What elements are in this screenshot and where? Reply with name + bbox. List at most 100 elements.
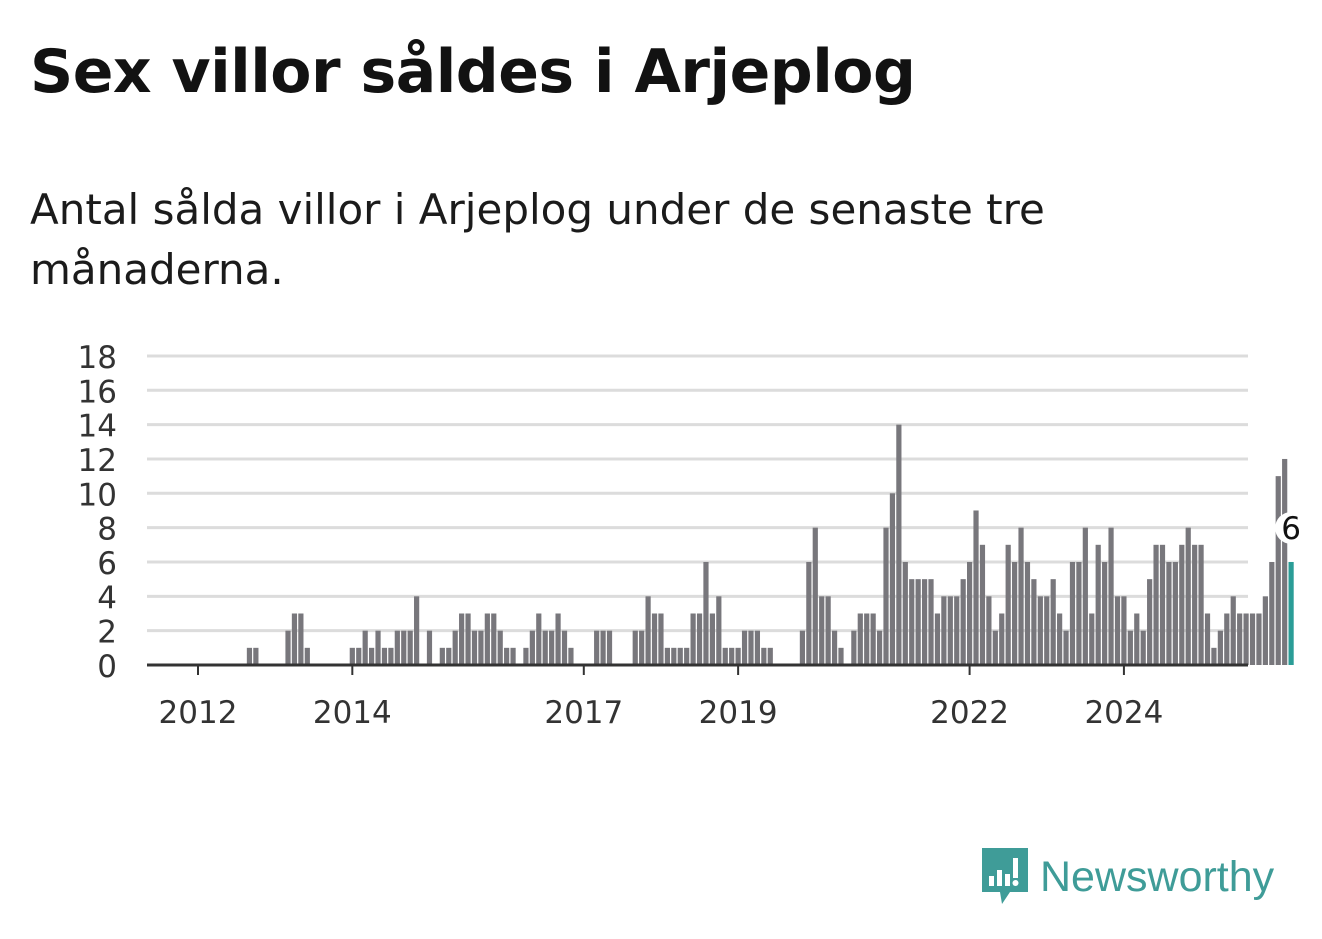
bar	[452, 630, 458, 665]
bar	[1057, 613, 1063, 665]
bar	[555, 613, 561, 665]
bar	[1217, 630, 1223, 665]
bar	[651, 613, 658, 665]
bar	[1102, 561, 1108, 665]
bar	[1024, 561, 1031, 665]
bar	[1089, 613, 1095, 665]
bar	[696, 613, 703, 665]
bar	[375, 630, 381, 665]
bar	[934, 613, 941, 665]
bar	[1050, 579, 1056, 665]
bar	[1108, 527, 1114, 665]
newsworthy-logo-icon	[982, 848, 1028, 904]
bar	[1237, 613, 1243, 665]
bar	[1249, 613, 1256, 665]
bar	[568, 647, 574, 665]
bar	[1269, 561, 1275, 665]
bar	[394, 630, 400, 665]
bar	[716, 596, 722, 665]
bar	[1018, 527, 1024, 665]
bar	[1282, 458, 1288, 665]
bar	[1005, 544, 1011, 665]
bar	[381, 647, 388, 665]
bar	[1121, 596, 1127, 665]
y-tick-label: 2	[97, 615, 117, 651]
bar	[876, 630, 883, 665]
bar	[986, 596, 992, 665]
bar	[1127, 630, 1133, 665]
bar	[703, 561, 709, 665]
bar	[992, 630, 998, 665]
bar	[889, 493, 896, 665]
bar	[459, 613, 465, 665]
bar	[471, 630, 478, 665]
bar	[658, 613, 664, 665]
x-axis-labels: 2012 2014 2017 2019 2022 2024	[159, 665, 1163, 731]
bar	[999, 613, 1005, 665]
y-tick-label: 0	[97, 649, 117, 685]
bar	[967, 561, 973, 665]
bar	[1114, 596, 1121, 665]
bar	[1166, 561, 1172, 665]
bar	[1044, 596, 1050, 665]
bar	[806, 561, 812, 665]
bar	[748, 630, 754, 665]
bar	[722, 647, 728, 665]
bar	[709, 613, 715, 665]
bar	[1140, 630, 1146, 665]
bar	[298, 613, 304, 665]
bar	[1192, 544, 1198, 665]
bar	[1204, 613, 1211, 665]
bar	[439, 647, 445, 665]
bar	[632, 630, 638, 665]
y-tick-label: 14	[78, 409, 117, 445]
bar	[754, 630, 761, 665]
bar	[729, 647, 735, 665]
bar	[491, 613, 497, 665]
bar	[600, 630, 606, 665]
bar	[1262, 596, 1268, 665]
bar	[1224, 613, 1230, 665]
y-tick-label: 8	[97, 512, 117, 548]
bar	[684, 647, 690, 665]
bar	[246, 647, 253, 665]
bar	[735, 647, 741, 665]
bar	[1230, 596, 1236, 665]
x-tick-label: 2022	[930, 695, 1009, 731]
bar	[369, 647, 375, 665]
bar	[979, 544, 986, 665]
bar	[921, 579, 928, 665]
bar	[1012, 561, 1018, 665]
bar	[671, 647, 677, 665]
bar	[1069, 561, 1076, 665]
bar	[542, 630, 548, 665]
chart-subtitle: Antal sålda villor i Arjeplog under de s…	[30, 185, 1045, 294]
bar	[606, 630, 613, 665]
bar	[677, 647, 683, 665]
bar	[446, 647, 452, 665]
bar	[915, 579, 921, 665]
x-tick-label: 2012	[159, 695, 238, 731]
bar	[838, 647, 844, 665]
y-tick-label: 12	[78, 443, 117, 479]
y-tick-label: 6	[97, 546, 117, 582]
bar	[465, 613, 471, 665]
bar	[690, 613, 696, 665]
bar	[426, 630, 433, 665]
bar	[831, 630, 838, 665]
bar	[1082, 527, 1088, 665]
x-tick-label: 2017	[544, 695, 623, 731]
newsworthy-brand[interactable]: Newsworthy	[980, 846, 1274, 908]
bar	[639, 630, 645, 665]
bar	[1076, 561, 1082, 665]
bar	[1185, 527, 1191, 665]
bar	[960, 579, 966, 665]
x-tick-label: 2024	[1084, 695, 1163, 731]
bar	[1031, 579, 1037, 665]
bar	[1256, 613, 1262, 665]
y-tick-label: 10	[78, 477, 117, 513]
bar	[883, 527, 889, 665]
bar	[870, 613, 876, 665]
bar	[523, 647, 529, 665]
